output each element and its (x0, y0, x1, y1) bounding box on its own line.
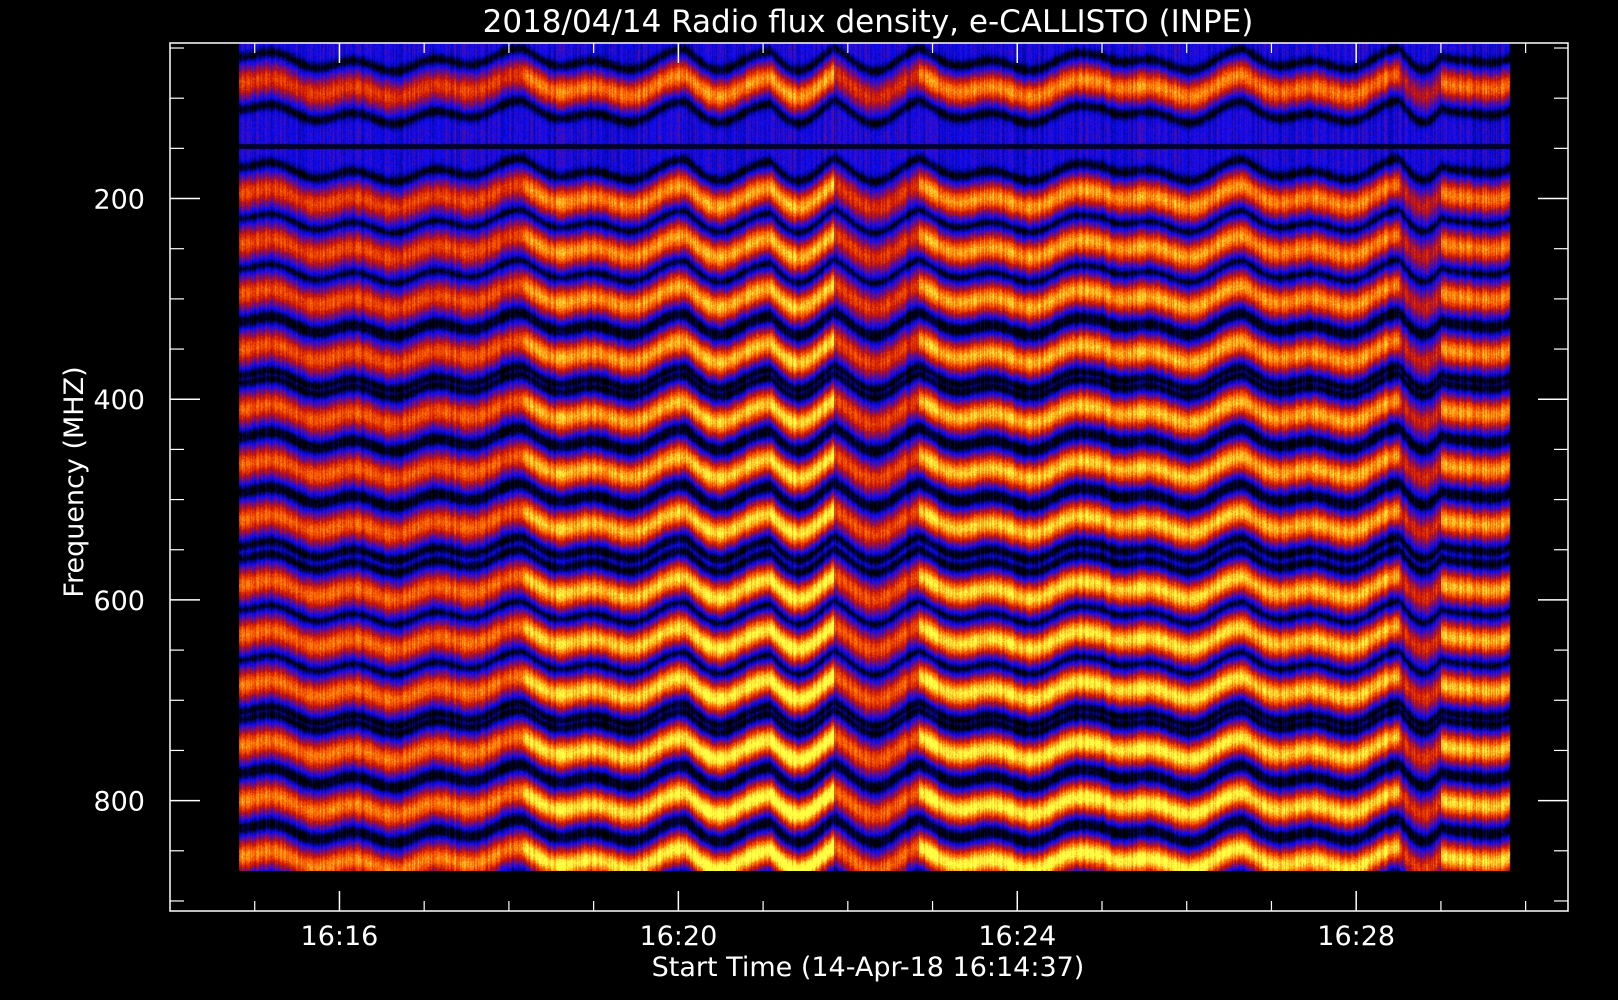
plot-frame (169, 42, 1569, 912)
chart-title: 2018/04/14 Radio flux density, e-CALLIST… (483, 4, 1254, 40)
x-axis-label: Start Time (14-Apr-18 16:14:37) (652, 952, 1085, 983)
plot-area (239, 43, 1511, 871)
spectrogram-image (239, 43, 1511, 871)
axes: 16:16 16:20 16:24 16:28 200 400 600 800 (93, 42, 1569, 952)
x-tick-label: 16:16 (301, 921, 379, 952)
y-axis-label: Frequency (MHZ) (59, 366, 90, 597)
y-tick-label: 800 (93, 787, 145, 818)
x-tick-label: 16:24 (978, 921, 1056, 952)
y-tick-label: 200 (93, 185, 145, 216)
y-tick-label: 400 (93, 385, 145, 416)
y-tick-label: 600 (93, 586, 145, 617)
x-tick-label: 16:28 (1317, 921, 1395, 952)
x-tick-label: 16:20 (639, 921, 717, 952)
